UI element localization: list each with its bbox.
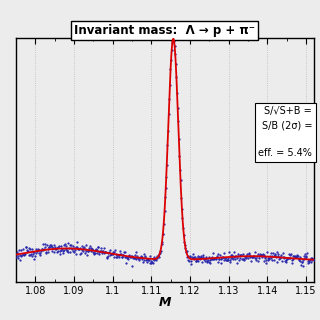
Title: Invariant mass:  Λ → p + π⁻: Invariant mass: Λ → p + π⁻ bbox=[74, 24, 255, 37]
Text: S/√S+B =
S/B (2σ) =

eff. = 5.4%: S/√S+B = S/B (2σ) = eff. = 5.4% bbox=[258, 107, 312, 158]
X-axis label: M: M bbox=[158, 296, 171, 309]
